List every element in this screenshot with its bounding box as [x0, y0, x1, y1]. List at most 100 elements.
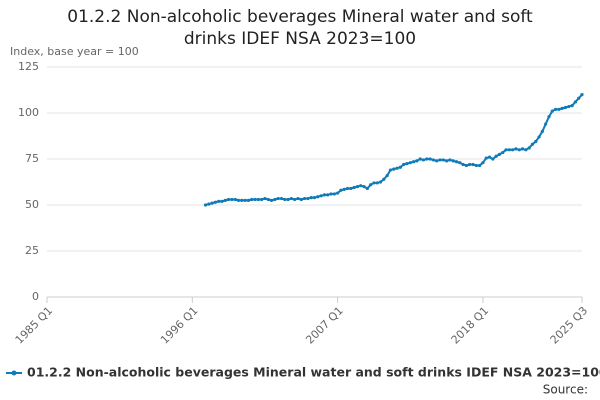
data-point	[438, 158, 442, 162]
x-tick-label: 1985 Q1	[13, 304, 56, 347]
data-point	[507, 148, 511, 152]
data-point	[309, 196, 313, 200]
data-point	[448, 158, 452, 162]
data-point	[547, 115, 551, 119]
data-point	[276, 196, 280, 201]
data-point	[451, 159, 455, 163]
data-point	[491, 157, 495, 161]
data-point	[527, 146, 531, 150]
data-point	[260, 197, 264, 202]
data-point	[570, 104, 574, 108]
data-point	[253, 197, 257, 202]
data-point	[236, 198, 241, 202]
data-point	[296, 196, 300, 201]
data-point	[511, 148, 515, 152]
data-point	[312, 196, 317, 200]
data-point	[352, 185, 356, 190]
data-point	[497, 152, 502, 156]
data-point	[378, 180, 383, 184]
data-point	[494, 154, 498, 158]
data-point	[464, 163, 469, 168]
data-point	[233, 197, 237, 202]
data-point	[484, 156, 488, 160]
data-point	[478, 163, 482, 168]
data-point	[441, 158, 445, 162]
data-point	[557, 107, 561, 111]
data-point	[336, 191, 340, 195]
data-point	[250, 197, 254, 202]
data-point	[577, 96, 581, 100]
y-tick-label: 75	[25, 152, 39, 165]
data-point	[372, 181, 376, 185]
data-point	[534, 139, 538, 144]
data-point	[501, 150, 505, 155]
x-tick-label: 2025 Q3	[548, 304, 591, 347]
data-point	[342, 187, 346, 191]
data-point	[435, 159, 439, 163]
data-point	[428, 157, 432, 161]
data-point	[207, 202, 211, 206]
data-point	[246, 198, 251, 202]
x-tick-label: 2018 Q1	[449, 304, 492, 347]
data-point	[256, 197, 260, 202]
source: Source:	[543, 383, 588, 397]
data-point	[220, 199, 224, 203]
data-point	[355, 185, 360, 189]
y-tick-label: 50	[25, 198, 39, 211]
y-axis-label: Index, base year = 100	[10, 45, 139, 58]
data-point	[524, 148, 528, 152]
y-tick-label: 100	[18, 106, 39, 119]
data-point	[299, 197, 303, 202]
data-point	[504, 148, 508, 152]
data-point	[458, 161, 462, 165]
data-point	[279, 196, 284, 201]
data-point	[273, 197, 277, 202]
data-point	[444, 159, 449, 163]
data-point	[375, 181, 379, 185]
data-point	[468, 162, 472, 167]
data-point	[362, 185, 366, 189]
data-point	[580, 93, 584, 97]
data-point	[203, 203, 208, 207]
data-point	[514, 147, 518, 151]
data-point	[289, 196, 293, 201]
data-point	[322, 193, 327, 197]
data-point	[530, 142, 535, 146]
data-point	[411, 160, 416, 164]
legend-label: 01.2.2 Non-alcoholic beverages Mineral w…	[27, 365, 600, 380]
data-point	[269, 198, 274, 202]
data-point	[487, 155, 492, 159]
data-point	[230, 197, 234, 202]
data-point	[210, 201, 214, 205]
data-point	[540, 129, 544, 133]
data-point	[421, 158, 426, 162]
data-point	[329, 192, 333, 196]
y-tick-label: 0	[32, 290, 39, 303]
data-point	[217, 199, 221, 203]
chart-title: 01.2.2 Non-alcoholic beverages Mineral w…	[67, 7, 533, 49]
data-point	[243, 198, 247, 202]
data-point	[365, 186, 369, 191]
y-tick-label: 125	[18, 60, 39, 73]
x-tick-label: 1996 Q1	[158, 304, 201, 347]
data-point	[227, 197, 231, 202]
data-point	[293, 197, 297, 202]
data-point	[263, 196, 267, 201]
data-point	[454, 160, 459, 164]
data-point	[266, 197, 270, 202]
data-point	[471, 162, 475, 167]
data-point	[563, 105, 568, 110]
data-point	[573, 100, 577, 104]
data-point	[408, 161, 412, 165]
data-point	[425, 157, 429, 161]
data-point	[326, 193, 330, 197]
data-point	[345, 186, 350, 191]
data-point	[461, 162, 465, 167]
x-tick-label: 2007 Q1	[303, 304, 346, 347]
data-point	[431, 158, 435, 162]
data-point	[286, 197, 290, 202]
data-point	[402, 162, 406, 167]
data-point	[283, 197, 287, 202]
